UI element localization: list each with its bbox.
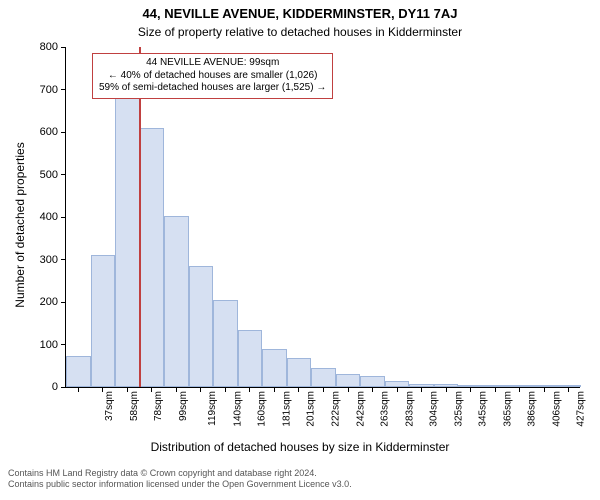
footer-attribution: Contains HM Land Registry data © Crown c… xyxy=(8,468,352,490)
histogram-bar xyxy=(238,330,263,387)
x-tick-label: 386sqm xyxy=(527,391,538,427)
x-axis-label: Distribution of detached houses by size … xyxy=(0,440,600,454)
x-tick-label: 58sqm xyxy=(129,391,140,421)
y-tick-label: 600 xyxy=(40,126,66,138)
annotation-line: ← 40% of detached houses are smaller (1,… xyxy=(99,70,326,83)
x-tick-label: 181sqm xyxy=(282,391,293,427)
chart-subtitle: Size of property relative to detached ho… xyxy=(0,25,600,39)
histogram-bar xyxy=(336,374,361,387)
x-tick-label: 242sqm xyxy=(355,391,366,427)
annotation-line: 44 NEVILLE AVENUE: 99sqm xyxy=(99,57,326,70)
footer-line-2: Contains public sector information licen… xyxy=(8,479,352,490)
y-tick-label: 400 xyxy=(40,211,66,223)
x-tick-label: 222sqm xyxy=(331,391,342,427)
histogram-bar xyxy=(287,358,312,387)
histogram-bar xyxy=(189,266,214,387)
y-tick-label: 200 xyxy=(40,296,66,308)
histogram-bar xyxy=(91,255,116,387)
x-tick-label: 201sqm xyxy=(306,391,317,427)
x-tick-label: 345sqm xyxy=(478,391,489,427)
x-tick-label: 304sqm xyxy=(429,391,440,427)
x-tick-label: 263sqm xyxy=(380,391,391,427)
x-tick-label: 406sqm xyxy=(551,391,562,427)
x-tick-label: 365sqm xyxy=(502,391,513,427)
plot-area: 010020030040050060070080037sqm58sqm78sqm… xyxy=(65,48,580,388)
annotation-line: 59% of semi-detached houses are larger (… xyxy=(99,82,326,95)
annotation-box: 44 NEVILLE AVENUE: 99sqm← 40% of detache… xyxy=(92,53,333,99)
histogram-bar xyxy=(213,300,238,387)
x-tick-label: 99sqm xyxy=(178,391,189,421)
histogram-bar xyxy=(66,356,91,387)
y-tick-label: 300 xyxy=(40,254,66,266)
y-tick-label: 500 xyxy=(40,169,66,181)
x-tick-label: 325sqm xyxy=(453,391,464,427)
x-tick-label: 37sqm xyxy=(104,391,115,421)
property-size-chart: 44, NEVILLE AVENUE, KIDDERMINSTER, DY11 … xyxy=(0,0,600,500)
histogram-bar xyxy=(360,376,385,387)
x-tick-label: 160sqm xyxy=(257,391,268,427)
footer-line-1: Contains HM Land Registry data © Crown c… xyxy=(8,468,352,479)
x-tick-label: 78sqm xyxy=(153,391,164,421)
chart-title: 44, NEVILLE AVENUE, KIDDERMINSTER, DY11 … xyxy=(0,6,600,21)
x-tick-label: 119sqm xyxy=(207,391,218,426)
y-tick-label: 0 xyxy=(52,381,66,393)
x-tick-label: 140sqm xyxy=(232,391,243,427)
y-tick-label: 800 xyxy=(40,41,66,53)
y-axis-label: Number of detached properties xyxy=(13,55,27,395)
x-tick-label: 283sqm xyxy=(404,391,415,427)
histogram-bar xyxy=(262,349,287,387)
histogram-bar xyxy=(311,368,336,387)
y-tick-label: 100 xyxy=(40,339,66,351)
histogram-bar xyxy=(164,216,189,387)
x-tick-label: 427sqm xyxy=(576,391,587,427)
histogram-bar xyxy=(115,98,140,387)
y-tick-label: 700 xyxy=(40,84,66,96)
histogram-bar xyxy=(140,128,165,387)
